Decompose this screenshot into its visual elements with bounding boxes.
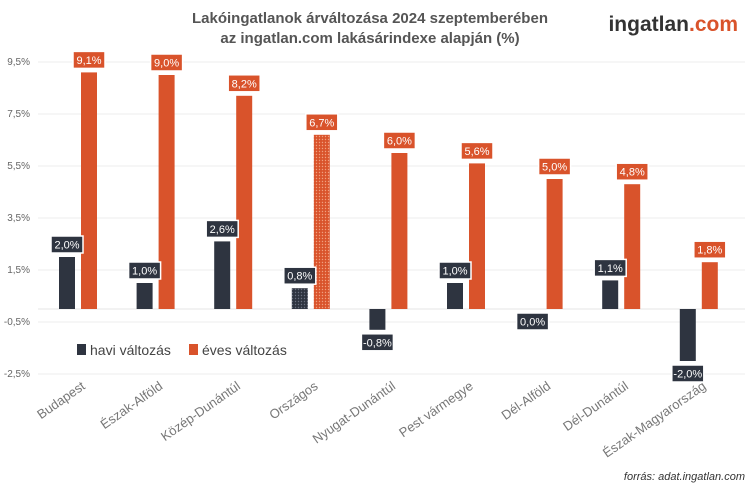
data-label-box — [50, 235, 84, 254]
data-label-box — [460, 141, 494, 161]
bar-eves — [158, 75, 175, 309]
data-label: 1,0% — [132, 266, 157, 278]
data-label-box — [305, 113, 339, 132]
legend-label-havi: havi változás — [90, 342, 171, 358]
legend-label-eves: éves változás — [202, 342, 287, 358]
data-label: 2,0% — [54, 240, 79, 252]
logo-main: ingatlan — [608, 13, 689, 36]
bar-eves — [701, 262, 718, 309]
legend: havi változás éves változás — [77, 342, 287, 358]
x-category-label: Pest vármegye — [396, 378, 476, 440]
chart-title-line2: az ingatlan.com lakásárindexe alapján (%… — [220, 30, 519, 47]
data-label: -0,8% — [363, 337, 392, 349]
data-label: 2,6% — [210, 224, 235, 236]
data-label-box — [72, 50, 106, 70]
x-category-label: Budapest — [34, 378, 88, 422]
y-tick-label: 7,5% — [7, 109, 30, 120]
data-label: -2,0% — [673, 369, 702, 381]
bar-eves — [236, 95, 253, 309]
data-label-box — [515, 312, 550, 331]
data-label: 0,0% — [520, 317, 545, 329]
data-label-box — [205, 219, 239, 239]
bar-havi — [447, 283, 463, 309]
y-tick-label: 3,5% — [7, 213, 30, 224]
data-label: 9,0% — [154, 58, 179, 70]
data-label-box — [593, 258, 627, 278]
bar-havi — [679, 309, 696, 361]
logo-suffix: .com — [689, 13, 738, 36]
x-category-label: Közép-Dunántúl — [158, 378, 243, 444]
bar-eves — [624, 184, 641, 309]
y-tick-label: 5,5% — [7, 161, 30, 172]
legend-swatch-eves — [189, 344, 198, 355]
bar-eves — [469, 163, 485, 309]
data-label: 5,6% — [464, 146, 489, 158]
x-category-label: Dél-Alföld — [499, 378, 554, 423]
bar-eves — [391, 153, 408, 309]
bar-havi — [602, 280, 619, 309]
x-category-label: Nyugat-Dunántúl — [310, 378, 399, 446]
data-label-box — [671, 364, 705, 383]
data-label-box — [127, 261, 162, 280]
bar-havi — [214, 241, 231, 309]
chart-title-line1: Lakóingatlanok árváltozása 2024 szeptemb… — [192, 10, 548, 27]
x-category-label: Országos — [266, 378, 321, 422]
y-tick-label: 1,5% — [7, 265, 30, 276]
y-tick-label: 9,5% — [7, 57, 30, 68]
bar-eves — [81, 72, 97, 310]
data-label: 0,8% — [287, 271, 312, 283]
data-label-box — [537, 157, 572, 176]
data-label-box — [615, 162, 649, 181]
data-label: 1,1% — [598, 263, 623, 275]
data-label-box — [382, 131, 417, 150]
data-label: 4,8% — [620, 167, 645, 179]
data-label: 5,0% — [542, 162, 567, 174]
logo: ingatlan.com — [608, 13, 738, 36]
data-label: 1,0% — [442, 266, 467, 278]
bar-havi — [369, 309, 386, 330]
x-category-label: Dél-Dunántúl — [560, 378, 631, 434]
y-tick-label: -2,5% — [4, 369, 30, 380]
data-label: 8,2% — [232, 78, 257, 90]
bar-eves — [546, 179, 563, 309]
data-label: 9,1% — [76, 55, 101, 67]
bar-havi — [59, 257, 75, 309]
legend-swatch-havi — [77, 344, 86, 355]
data-label: 6,0% — [387, 136, 412, 148]
bar-havi — [291, 288, 308, 309]
data-label: 6,7% — [309, 117, 334, 129]
bar-havi — [136, 283, 153, 309]
data-label-box — [438, 261, 472, 280]
data-label-box — [227, 74, 261, 93]
data-label-box — [149, 53, 184, 72]
source-note: forrás: adat.ingatlan.com — [624, 471, 745, 483]
data-label: 1,8% — [697, 245, 722, 257]
y-tick-label: -0,5% — [4, 317, 30, 328]
x-category-label: Észak-Alföld — [98, 378, 166, 432]
data-label-box — [693, 240, 727, 259]
data-label-box — [283, 266, 317, 285]
bar-eves — [313, 134, 330, 309]
data-label-box — [360, 333, 395, 352]
